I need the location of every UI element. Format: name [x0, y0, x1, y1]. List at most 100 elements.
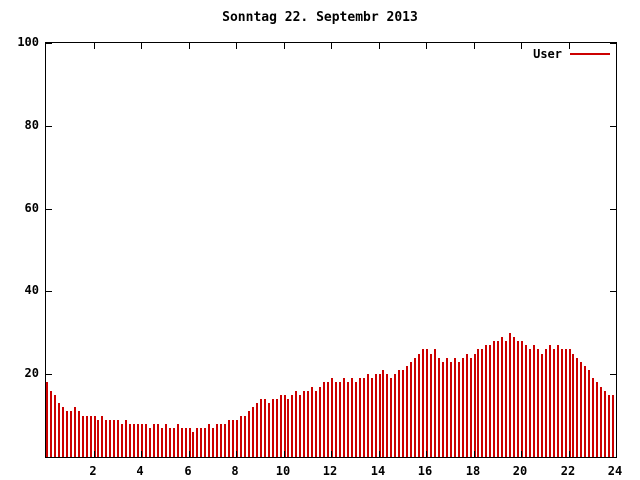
- bar: [283, 394, 286, 457]
- bar: [449, 361, 452, 457]
- tick-mark: [473, 43, 475, 49]
- plot-area: User: [45, 42, 617, 458]
- tick-mark: [236, 451, 237, 457]
- bar: [275, 399, 278, 457]
- bar: [465, 353, 468, 457]
- bar: [600, 386, 603, 457]
- bar: [592, 378, 595, 457]
- bar: [129, 423, 132, 457]
- bar: [489, 345, 492, 457]
- bar: [46, 382, 48, 457]
- bar: [402, 370, 405, 457]
- bar: [192, 432, 195, 457]
- bar: [493, 341, 496, 457]
- bar: [49, 390, 52, 457]
- bar: [584, 365, 587, 457]
- tick-mark: [46, 43, 52, 44]
- bar: [540, 353, 543, 457]
- bar: [259, 399, 262, 457]
- bar: [121, 423, 124, 457]
- bar: [216, 423, 219, 457]
- bar: [485, 345, 488, 457]
- tick-mark: [521, 43, 522, 49]
- bar: [77, 411, 80, 457]
- bar: [556, 345, 559, 457]
- bar: [426, 349, 428, 457]
- bar: [53, 394, 56, 457]
- bar: [251, 407, 254, 457]
- bar: [133, 423, 136, 457]
- legend-label-user: User: [533, 47, 562, 61]
- bar: [105, 419, 108, 457]
- bar: [255, 403, 258, 457]
- tick-mark: [610, 374, 616, 376]
- bar: [180, 428, 183, 457]
- bar: [350, 378, 353, 457]
- bar: [184, 428, 187, 457]
- tick-mark: [426, 43, 427, 49]
- bar: [548, 345, 551, 457]
- y-tick-label: 40: [24, 283, 39, 297]
- x-tick-label: 6: [184, 464, 192, 478]
- x-tick-label: 14: [370, 464, 386, 478]
- bar: [358, 378, 361, 457]
- bar: [532, 345, 535, 457]
- bar: [497, 341, 500, 457]
- bar: [224, 423, 227, 457]
- bar: [101, 415, 104, 457]
- bar: [612, 394, 615, 457]
- bar: [410, 361, 413, 457]
- bar: [572, 353, 575, 457]
- tick-mark: [616, 43, 617, 49]
- bar: [394, 374, 397, 457]
- chart-title: Sonntag 22. Septembr 2013: [222, 10, 418, 25]
- tick-mark: [283, 43, 285, 49]
- bar: [568, 349, 571, 457]
- bar: [144, 423, 147, 457]
- bars-container: [46, 43, 616, 457]
- bar: [172, 428, 175, 457]
- bar: [220, 423, 223, 457]
- x-tick-label: 4: [136, 464, 144, 478]
- tick-mark: [378, 451, 380, 457]
- bar: [390, 378, 393, 457]
- bar: [338, 382, 341, 457]
- bar: [433, 349, 436, 457]
- bar: [552, 349, 555, 457]
- x-tick-label: 12: [322, 464, 338, 478]
- bar: [608, 394, 611, 457]
- tick-mark: [610, 125, 616, 127]
- tick-mark: [141, 451, 142, 457]
- bar: [295, 390, 298, 457]
- x-tick-label: 10: [275, 464, 291, 478]
- tick-mark: [426, 451, 427, 457]
- bar: [156, 423, 159, 457]
- bar: [291, 394, 294, 457]
- bar: [89, 415, 92, 457]
- bar: [148, 428, 151, 457]
- bar: [509, 332, 512, 457]
- bar: [501, 336, 504, 457]
- bar: [477, 349, 480, 457]
- bar: [481, 349, 484, 457]
- x-tick-label: 24: [607, 464, 623, 478]
- x-tick-label: 20: [512, 464, 528, 478]
- bar: [418, 353, 421, 457]
- bar: [453, 357, 456, 457]
- bar: [544, 349, 547, 457]
- tick-mark: [93, 451, 95, 457]
- tick-mark: [568, 43, 570, 49]
- tick-mark: [46, 125, 52, 127]
- bar: [141, 423, 143, 457]
- bar: [311, 386, 314, 457]
- bar: [168, 428, 171, 457]
- bar: [299, 394, 302, 457]
- bar: [441, 361, 444, 457]
- tick-mark: [473, 451, 475, 457]
- bar: [73, 407, 76, 457]
- bar: [196, 428, 199, 457]
- tick-mark: [141, 43, 142, 49]
- bar: [117, 419, 120, 457]
- bar: [204, 428, 207, 457]
- bar: [176, 423, 179, 457]
